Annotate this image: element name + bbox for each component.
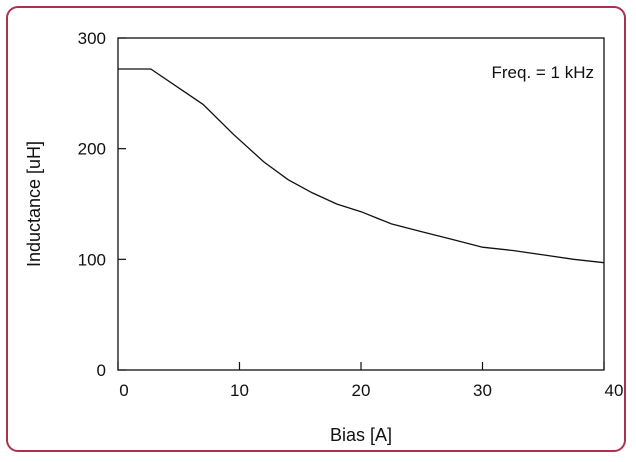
annotation-freq: Freq. = 1 kHz bbox=[491, 63, 594, 82]
y-tick-label: 0 bbox=[97, 361, 106, 380]
x-tick-label: 30 bbox=[473, 381, 492, 400]
y-axis-ticks: 0 100 200 300 bbox=[78, 29, 126, 380]
x-tick-label: 20 bbox=[352, 381, 371, 400]
y-tick-label: 300 bbox=[78, 29, 106, 48]
x-tick-label: 0 bbox=[119, 381, 128, 400]
plot-area bbox=[117, 37, 605, 371]
x-axis-ticks: 0 10 20 30 40 bbox=[117, 362, 624, 400]
x-axis-label: Bias [A] bbox=[330, 425, 392, 445]
x-tick-label: 10 bbox=[230, 381, 249, 400]
y-axis-label: Inductance [uH] bbox=[24, 141, 44, 267]
x-tick-label: 40 bbox=[605, 381, 624, 400]
series-points bbox=[118, 69, 604, 263]
y-tick-label: 200 bbox=[78, 140, 106, 159]
y-tick-label: 100 bbox=[78, 250, 106, 269]
series-line bbox=[118, 68, 605, 264]
chart-frame bbox=[6, 6, 626, 452]
